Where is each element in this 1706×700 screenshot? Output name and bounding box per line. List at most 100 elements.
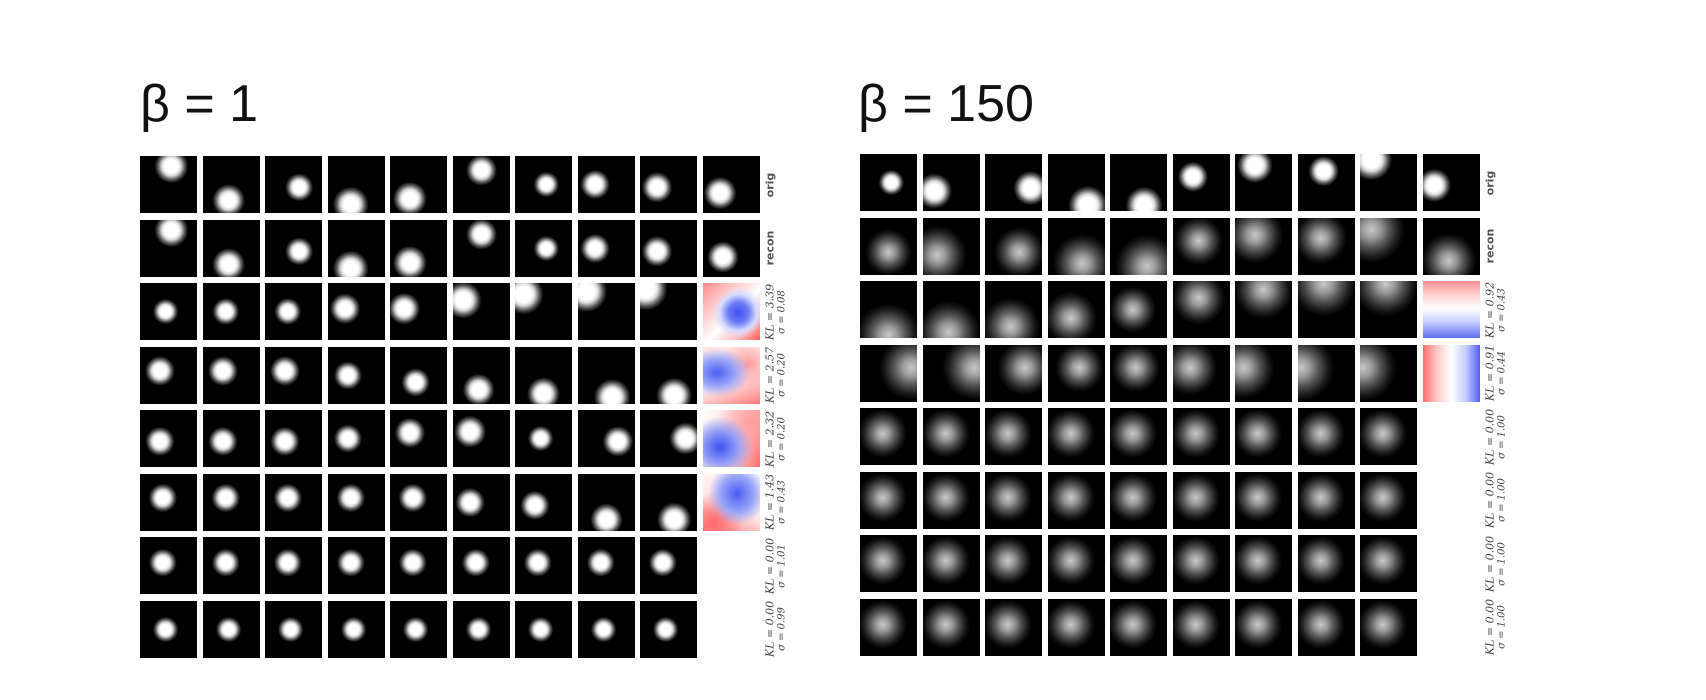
image-tile	[452, 219, 510, 277]
row-label: KL = 2.57 σ = 0.20	[763, 347, 791, 404]
heatmap-tile	[1422, 344, 1480, 402]
row-label-primary: KL = 0.00	[763, 600, 776, 658]
image-tile	[860, 281, 917, 338]
image-tile	[1172, 535, 1230, 592]
row-label-primary: KL = 0.91	[1483, 344, 1496, 402]
row-label-primary: KL = 3.39	[763, 283, 776, 340]
image-tile	[640, 410, 697, 467]
image-tile	[860, 471, 917, 529]
image-tile	[1235, 154, 1292, 211]
image-tile	[1360, 217, 1417, 275]
heatmap-tile	[702, 473, 760, 531]
row-label-primary: orig	[1483, 170, 1496, 195]
image-tile	[1110, 471, 1167, 529]
image-tile	[1172, 217, 1230, 275]
image-tile	[640, 600, 697, 658]
row-label: KL = 0.00 σ = 1.00	[1483, 408, 1511, 465]
image-tile	[1172, 154, 1230, 211]
row-label: KL = 0.00 σ = 1.00	[1483, 472, 1511, 529]
row-label-primary: KL = 2.57	[763, 346, 776, 404]
image-tile	[265, 283, 322, 340]
row-label-primary: KL = 0.00	[1483, 471, 1496, 529]
image-tile	[265, 219, 322, 277]
image-tile	[1235, 598, 1292, 656]
image-tile	[265, 537, 322, 594]
image-tile	[202, 600, 260, 658]
image-tile	[390, 537, 447, 594]
image-tile	[860, 217, 917, 275]
image-tile	[1360, 154, 1417, 211]
row-label-primary: recon	[1483, 228, 1496, 264]
image-tile	[922, 408, 980, 465]
image-tile	[265, 346, 322, 404]
row-label-primary: KL = 0.92	[1483, 281, 1496, 338]
image-tile	[265, 156, 322, 213]
image-tile	[140, 410, 197, 467]
image-tile	[515, 156, 572, 213]
image-tile	[140, 346, 197, 404]
empty-heatmap-tile	[1422, 598, 1480, 656]
row-label: KL = 1.43 σ = 0.43	[763, 474, 791, 531]
image-tile	[452, 473, 510, 531]
image-tile	[202, 219, 260, 277]
empty-heatmap-tile	[702, 600, 760, 658]
image-tile	[922, 535, 980, 592]
image-tile	[985, 408, 1042, 465]
row-label: KL = 0.00 σ = 0.99	[763, 601, 791, 658]
image-tile	[1047, 344, 1105, 402]
image-tile	[860, 154, 917, 211]
image-tile	[577, 156, 635, 213]
image-tile	[1110, 217, 1167, 275]
image-tile	[390, 473, 447, 531]
image-tile	[1297, 408, 1355, 465]
image-tile	[390, 600, 447, 658]
image-tile	[1235, 535, 1292, 592]
image-tile	[1110, 344, 1167, 402]
image-tile	[390, 219, 447, 277]
image-tile	[327, 283, 385, 340]
heatmap-tile	[702, 410, 760, 467]
image-tile	[860, 344, 917, 402]
image-tile	[1110, 408, 1167, 465]
row-label-secondary: σ = 0.20	[776, 416, 787, 461]
image-tile	[640, 473, 697, 531]
row-label-primary: recon	[763, 230, 776, 266]
image-tile	[140, 600, 197, 658]
image-tile	[515, 537, 572, 594]
row-label-secondary: σ = 1.00	[1496, 478, 1507, 522]
left-image-grid: orig recon KL = 3.39 σ = 0.08 KL = 2.57 σ = 0…	[140, 156, 787, 662]
image-tile	[1297, 598, 1355, 656]
heatmap-tile	[702, 283, 760, 340]
image-tile	[577, 219, 635, 277]
heatmap-tile	[1422, 281, 1480, 338]
image-tile	[327, 537, 385, 594]
image-tile	[1047, 217, 1105, 275]
row-label-primary: KL = 0.00	[1483, 598, 1496, 656]
row-label-secondary: σ = 0.43	[1496, 287, 1507, 332]
image-tile	[265, 410, 322, 467]
image-tile	[1297, 535, 1355, 592]
image-tile	[1360, 344, 1417, 402]
image-tile	[1235, 344, 1292, 402]
image-tile	[640, 156, 697, 213]
image-tile	[640, 346, 697, 404]
row-label-secondary: σ = 1.00	[1496, 414, 1507, 459]
image-tile	[985, 217, 1042, 275]
empty-heatmap-tile	[1422, 471, 1480, 529]
image-tile	[515, 410, 572, 467]
image-tile	[1297, 154, 1355, 211]
image-tile	[1297, 217, 1355, 275]
image-tile	[985, 344, 1042, 402]
image-tile	[577, 600, 635, 658]
empty-heatmap-tile	[1422, 408, 1480, 465]
image-tile	[1172, 344, 1230, 402]
image-tile	[1422, 154, 1480, 211]
row-label-secondary: σ = 0.08	[776, 289, 787, 334]
image-tile	[985, 154, 1042, 211]
image-tile	[640, 219, 697, 277]
image-tile	[1047, 281, 1105, 338]
image-tile	[140, 219, 197, 277]
image-tile	[202, 410, 260, 467]
image-tile	[860, 598, 917, 656]
image-tile	[202, 156, 260, 213]
